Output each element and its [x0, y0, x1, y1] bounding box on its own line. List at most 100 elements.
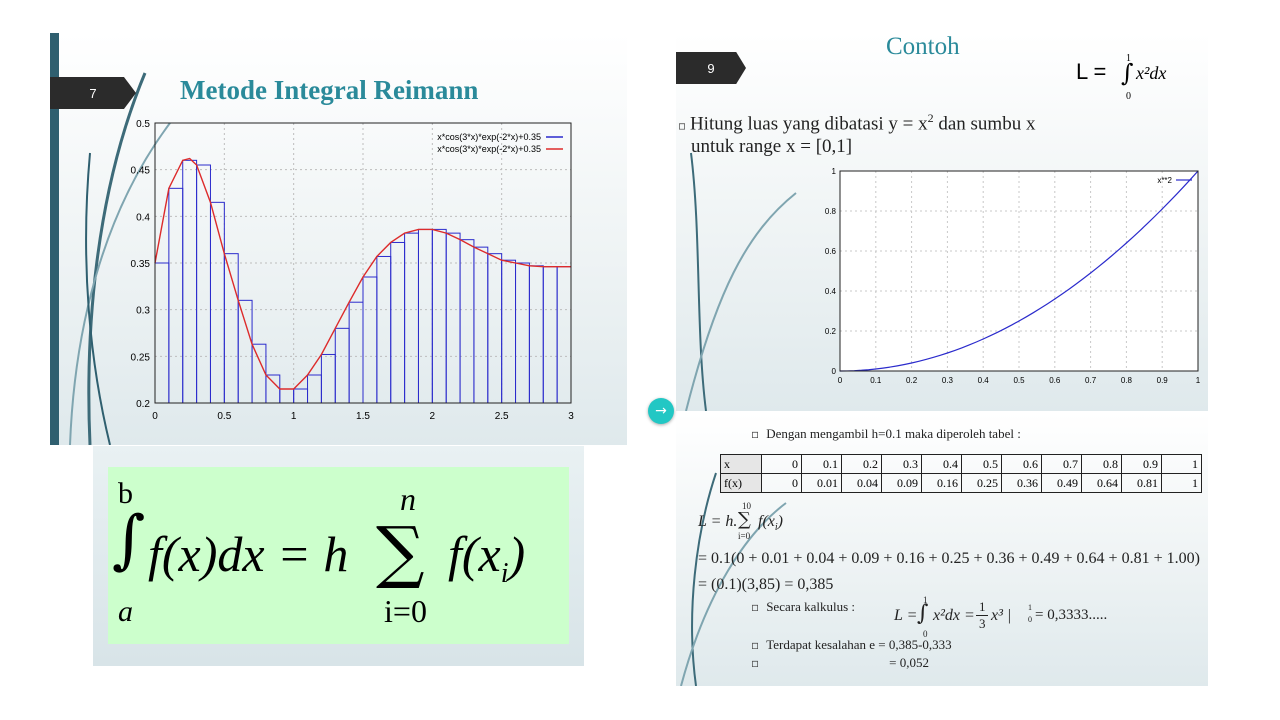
- table-cell: 0.81: [1121, 473, 1162, 493]
- riemann-bar: [265, 374, 281, 404]
- calculus-line: ▫ Secara kalkulus : L = 1 ∫ 0 x²dx = 1 3…: [751, 595, 1108, 639]
- x-tick-label: 2: [430, 411, 436, 422]
- x-tick-label: 0.7: [1085, 376, 1097, 385]
- formula-lower-limit: a: [118, 595, 133, 628]
- formula-upper-limit: b: [118, 477, 133, 510]
- riemann-bar: [390, 241, 406, 404]
- formula-tail: f(xi): [448, 526, 526, 589]
- riemann-bar: [251, 343, 267, 404]
- legend-label: x*cos(3*x)*exp(-2*x)+0.35: [437, 144, 541, 154]
- data-point: [982, 338, 984, 340]
- table-cell: 0.3: [881, 454, 922, 474]
- x-tick-label: 0.3: [942, 376, 954, 385]
- riemann-bar: [320, 353, 336, 404]
- y-tick-label: 0.4: [136, 212, 150, 223]
- riemann-bar: [515, 262, 530, 404]
- question-line-2: untuk range x = [0,1]: [691, 136, 853, 157]
- x-tick-label: 3: [568, 411, 574, 422]
- area-formula: L = 1 ∫ 0 x²dx: [1076, 53, 1167, 102]
- slide-7: 7 Metode Integral Reimann 0 0.5 1 1.5 2 2.5 3 0…: [50, 33, 627, 445]
- riemann-formula: b ∫ a f(x)dx = h n ∑ i=0 f(xi): [108, 467, 569, 644]
- riemann-bar: [487, 253, 503, 404]
- data-point: [1161, 208, 1163, 210]
- riemann-bar: [445, 232, 461, 404]
- riemann-bar: [307, 374, 322, 404]
- table-cell: 0.25: [961, 473, 1002, 493]
- legend-label: x*cos(3*x)*exp(-2*x)+0.35: [437, 132, 541, 142]
- table-cell: 0.4: [921, 454, 962, 474]
- riemann-bar: [182, 159, 198, 404]
- riemann-bar: [279, 388, 295, 404]
- riemann-formula-panel: b ∫ a f(x)dx = h n ∑ i=0 f(xi): [93, 446, 584, 666]
- riemann-bar: [348, 301, 364, 404]
- riemann-bar: [417, 228, 433, 404]
- slide-number-badge: 9: [676, 52, 746, 84]
- plot-frame: [154, 122, 572, 404]
- slide-number: 7: [89, 85, 97, 101]
- formula-integral-sign: ∫: [112, 503, 146, 577]
- x-tick-label: 0.5: [1013, 376, 1025, 385]
- x-tick-label: 1: [1196, 376, 1201, 385]
- x-tick-label: 1: [291, 411, 297, 422]
- slide-9: 9 Contoh L = 1 ∫ 0 x²dx ▫ Hitung luas ya…: [676, 33, 1208, 411]
- x-tick-label: 0.5: [217, 411, 231, 422]
- table-cell: 0.16: [921, 473, 962, 493]
- y-tick-label: 0.3: [136, 306, 150, 317]
- riemann-bar: [376, 255, 392, 404]
- x-tick-label: 0.2: [906, 376, 918, 385]
- x-tick-label: 2.5: [495, 411, 509, 422]
- data-point: [1018, 320, 1020, 322]
- table-intro: ▫ Dengan mengambil h=0.1 maka diperoleh …: [751, 426, 1021, 441]
- slide-9-calculation: ▫ Dengan mengambil h=0.1 maka diperoleh …: [676, 413, 1208, 686]
- function-curve: [154, 157, 571, 390]
- table-row-fx: f(x) 0 0.01 0.04 0.09 0.16 0.25 0.36 0.49 0.64 0.8…: [720, 473, 1202, 493]
- next-slide-button[interactable]: →: [648, 398, 674, 424]
- table-cell: 0.5: [961, 454, 1002, 474]
- x-tick-label: 0.4: [978, 376, 990, 385]
- plot-frame: [839, 170, 1199, 372]
- riemann-bar: [431, 228, 447, 404]
- table-cell: 0.01: [801, 473, 842, 493]
- riemann-bar: [404, 232, 419, 404]
- table-cell: 0.7: [1041, 454, 1082, 474]
- x-tick-label: 0: [152, 411, 158, 422]
- data-point: [1090, 272, 1092, 274]
- table-cell: 0: [761, 473, 802, 493]
- table-cell: 0.6: [1001, 454, 1042, 474]
- slide-title: Metode Integral Reimann: [180, 75, 479, 105]
- table-cell: 0.2: [841, 454, 882, 474]
- table-cell: 1: [1161, 454, 1202, 474]
- table-cell: 0.8: [1081, 454, 1122, 474]
- question-line-1: ▫ Hitung luas yang dibatasi y = x2 dan s…: [678, 111, 1036, 135]
- table-cell: 0.1: [801, 454, 842, 474]
- legend-label: x**2: [1157, 176, 1172, 185]
- data-point: [1054, 298, 1056, 300]
- riemann-bar: [556, 266, 572, 404]
- table-cell: 0.04: [841, 473, 882, 493]
- y-tick-label: 0.25: [131, 352, 151, 363]
- arrow-right-icon: →: [655, 403, 667, 419]
- x-tick-label: 0.1: [870, 376, 882, 385]
- y-tick-label: 0: [832, 367, 837, 376]
- table-cell: 0: [761, 454, 802, 474]
- riemann-bar: [334, 327, 350, 404]
- riemann-bar: [293, 388, 309, 404]
- riemann-bar: [362, 276, 378, 404]
- sum-expansion: = 0.1(0 + 0.01 + 0.04 + 0.09 + 0.16 + 0.…: [698, 550, 1200, 567]
- riemann-bar: [209, 201, 225, 404]
- table-cell: 0.09: [881, 473, 922, 493]
- sum-result: = (0.1)(3,85) = 0,385: [698, 576, 834, 593]
- table-cell: 0.49: [1041, 473, 1082, 493]
- error-value-line: ▫ = 0,052: [751, 655, 929, 670]
- riemann-bar: [528, 265, 544, 404]
- x-tick-label: 0: [838, 376, 843, 385]
- table-cell: 1: [1161, 473, 1202, 493]
- riemann-bar: [501, 259, 517, 404]
- table-cell: 0.36: [1001, 473, 1042, 493]
- formula-sum-sign: ∑: [376, 513, 425, 592]
- formula-sum-upper: n: [400, 481, 416, 517]
- y-tick-label: 0.6: [825, 247, 837, 256]
- y-tick-label: 0.5: [136, 119, 150, 130]
- values-table: x 0 0.1 0.2 0.3 0.4 0.5 0.6 0.7 0.8 0.9 1 f(x) 0 0.01…: [720, 454, 1202, 493]
- y-tick-label: 0.2: [825, 327, 837, 336]
